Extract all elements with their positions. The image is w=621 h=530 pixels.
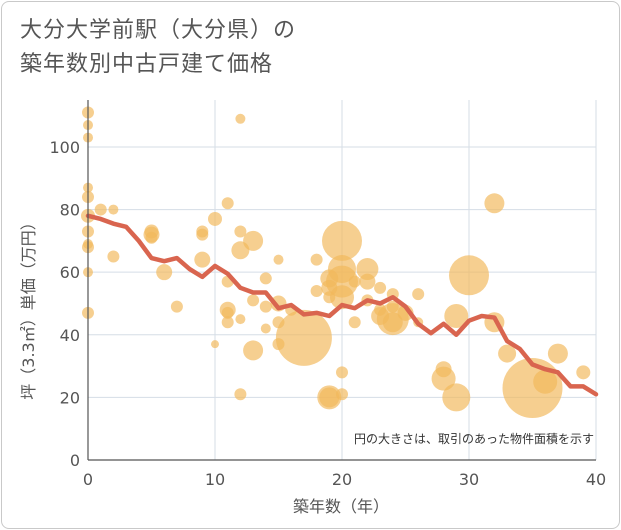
bubble-36 — [243, 340, 264, 361]
bubble-58 — [336, 388, 348, 401]
bubble-75 — [431, 366, 456, 391]
bubble-17 — [156, 264, 173, 281]
bubble-47 — [310, 284, 323, 297]
bubble-12 — [108, 204, 119, 215]
bubble-78 — [449, 255, 489, 296]
bubble-59 — [348, 275, 361, 288]
x-tick-label-0: 0 — [83, 470, 93, 489]
bubble-60 — [348, 316, 361, 329]
bubble-32 — [235, 314, 246, 325]
bubble-64 — [374, 281, 387, 294]
bubble-61 — [356, 258, 379, 281]
bubble-33 — [234, 388, 247, 401]
y-tick-label-2: 40 — [60, 326, 80, 345]
bubble-24 — [221, 197, 234, 210]
bubble-56 — [330, 285, 354, 310]
y-tick-label-3: 60 — [60, 263, 80, 282]
bubble-57 — [336, 366, 348, 379]
bubble-72 — [412, 288, 425, 301]
y-tick-label-5: 100 — [49, 138, 80, 157]
chart-title: 大分大学前駅（大分県）の 築年数別中古戸建て価格 — [20, 14, 296, 82]
chart-title-line-2: 築年数別中古戸建て価格 — [20, 52, 274, 77]
y-tick-label-1: 20 — [60, 388, 80, 407]
bubble-46 — [310, 253, 323, 266]
bubble-62 — [359, 273, 376, 290]
bubble-30 — [234, 225, 247, 238]
y-tick-label-0: 0 — [70, 451, 80, 470]
bubble-76 — [444, 304, 469, 328]
trend-line-layer — [85, 213, 599, 397]
bubble-20 — [196, 228, 209, 241]
y-tick-label-4: 80 — [60, 201, 80, 220]
bubble-11 — [94, 203, 107, 216]
bubble-21 — [194, 251, 211, 268]
bubble-34 — [243, 230, 264, 251]
bubble-77 — [442, 383, 471, 412]
bubble-84 — [547, 343, 568, 364]
x-tick-label-2: 20 — [332, 470, 352, 489]
bubble-79 — [484, 193, 505, 214]
bubble-29 — [235, 113, 246, 124]
tick-labels: 0 10 20 30 40 0 20 40 60 80 100 — [49, 138, 606, 489]
bubble-35 — [247, 294, 260, 307]
bubble-39 — [260, 323, 271, 334]
bubble-70 — [382, 312, 403, 333]
chart-title-line-1: 大分大学前駅（大分県）の — [20, 18, 297, 43]
bubble-23 — [211, 340, 219, 349]
bubble-18 — [170, 300, 183, 313]
bubble-85 — [576, 365, 591, 380]
x-tick-label-3: 30 — [459, 470, 479, 489]
bubble-28 — [221, 316, 234, 329]
bubble-size-note: 円の大きさは、取引のあった物件面積を示す — [354, 431, 594, 446]
trend-line — [85, 213, 599, 397]
y-axis-label: 坪（3.3㎡）単価（万円） — [19, 214, 38, 399]
x-tick-label-1: 10 — [205, 470, 225, 489]
bubble-37 — [259, 272, 272, 285]
x-tick-label-4: 40 — [586, 470, 606, 489]
bubble-38 — [259, 300, 272, 313]
bubble-40 — [273, 254, 284, 265]
x-axis-label: 築年数（年） — [293, 497, 389, 516]
bubble-52 — [319, 387, 340, 408]
bubbles-layer — [81, 106, 591, 418]
bubble-22 — [208, 211, 222, 226]
bubble-53 — [322, 220, 362, 261]
axes-layer — [87, 100, 596, 461]
bubble-81 — [498, 344, 517, 363]
bubble-45 — [275, 309, 332, 366]
bubble-13 — [107, 250, 120, 263]
bubble-83 — [533, 369, 558, 394]
bubble-16 — [145, 231, 158, 244]
bubble-27 — [221, 306, 234, 319]
